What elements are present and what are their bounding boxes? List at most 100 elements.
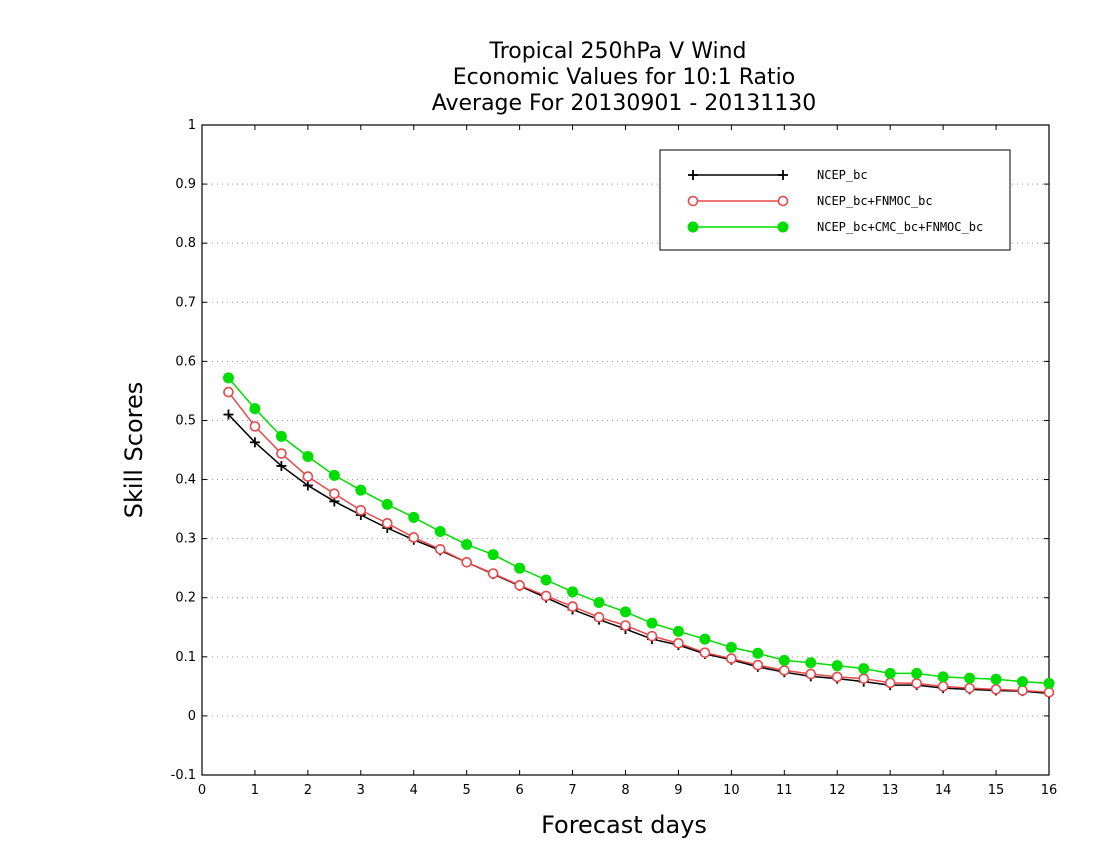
data-point xyxy=(275,430,287,442)
x-tick-label: 9 xyxy=(674,783,682,798)
series-lines xyxy=(222,372,1055,699)
data-point xyxy=(461,539,473,551)
legend-item: NCEP_bc+FNMOC_bc xyxy=(687,194,933,208)
data-point xyxy=(540,574,552,586)
x-tick-label: 4 xyxy=(410,783,418,798)
y-tick-label: 0.9 xyxy=(175,177,196,192)
data-point xyxy=(831,671,843,683)
data-point xyxy=(725,641,737,653)
data-point xyxy=(223,409,234,420)
y-tick-label: 0.6 xyxy=(175,354,196,369)
x-tick-label: 3 xyxy=(357,783,365,798)
x-tick-label: 0 xyxy=(198,783,206,798)
data-point xyxy=(964,672,976,684)
data-point xyxy=(937,671,949,683)
data-point xyxy=(223,386,234,398)
x-tick-label: 12 xyxy=(829,783,846,798)
data-point xyxy=(620,620,631,631)
y-axis-ticks: -0.1 0 0.1 0.2 0.3 0.4 0.5 0.6 0.7 0.8 0.9 1 xyxy=(171,118,1049,783)
data-point xyxy=(699,633,711,645)
y-tick-label: 0.5 xyxy=(175,413,196,428)
data-point xyxy=(567,601,578,612)
legend-marker xyxy=(687,221,699,233)
data-point xyxy=(514,580,525,591)
data-point xyxy=(487,549,499,561)
legend-marker xyxy=(687,195,699,207)
data-point xyxy=(540,590,552,602)
data-point xyxy=(302,451,314,462)
chart-title-line-2: Economic Values for 10:1 Ratio xyxy=(453,65,795,90)
data-point xyxy=(779,665,790,676)
x-tick-label: 11 xyxy=(776,783,793,798)
y-tick-label: 0.7 xyxy=(175,295,196,310)
data-point xyxy=(593,596,605,608)
data-point xyxy=(752,647,764,659)
data-point xyxy=(1043,677,1055,689)
x-axis-ticks: 0 1 2 3 4 5 6 7 8 9 10 11 12 13 14 15 16 xyxy=(198,125,1057,798)
y-tick-label: 0.8 xyxy=(175,236,196,251)
data-point xyxy=(328,469,340,481)
data-point xyxy=(461,556,472,568)
x-tick-label: 14 xyxy=(935,783,952,798)
data-point xyxy=(778,654,790,666)
x-tick-label: 1 xyxy=(251,783,259,798)
series-line xyxy=(227,377,1050,685)
legend-marker xyxy=(777,221,789,233)
y-tick-label: 1 xyxy=(188,118,196,133)
x-tick-label: 5 xyxy=(463,783,471,798)
series-line xyxy=(227,414,1050,695)
data-point xyxy=(937,681,949,692)
x-tick-label: 8 xyxy=(621,783,629,798)
legend-label: NCEP_bc+CMC_bc+FNMOC_bc xyxy=(817,220,983,234)
data-point xyxy=(884,677,896,689)
data-point xyxy=(249,403,261,415)
data-point xyxy=(222,372,234,384)
x-tick-label: 16 xyxy=(1041,783,1058,798)
data-point xyxy=(752,659,764,671)
data-point xyxy=(567,586,579,598)
data-point xyxy=(858,673,870,684)
data-point xyxy=(355,504,367,516)
data-point xyxy=(726,653,737,664)
data-point xyxy=(487,568,499,579)
data-point xyxy=(249,421,261,432)
y-tick-label: 0.1 xyxy=(175,650,196,665)
x-tick-label: 6 xyxy=(515,783,523,798)
y-tick-label: 0.4 xyxy=(175,473,196,488)
data-point xyxy=(831,660,843,672)
legend-item: NCEP_bc+CMC_bc+FNMOC_bc xyxy=(687,220,983,234)
y-tick-label: 0.2 xyxy=(175,591,196,606)
data-point xyxy=(276,448,287,459)
series-line xyxy=(227,391,1050,694)
y-tick-label: 0 xyxy=(188,709,196,724)
data-point xyxy=(381,517,393,529)
data-point xyxy=(699,647,711,658)
legend-label: NCEP_bc xyxy=(817,168,868,182)
legend-marker xyxy=(778,170,788,180)
data-point xyxy=(249,437,260,448)
data-point xyxy=(302,480,313,491)
data-point xyxy=(911,678,922,689)
data-point xyxy=(990,673,1002,685)
series-2 xyxy=(223,386,1055,698)
x-tick-label: 15 xyxy=(988,783,1005,798)
series-3 xyxy=(222,372,1055,689)
y-tick-label: 0.3 xyxy=(175,532,196,547)
data-point xyxy=(1017,685,1028,696)
legend-marker xyxy=(688,170,698,180)
chart-title: Tropical 250hPa V Wind Economic Values f… xyxy=(432,39,817,116)
y-tick-label: -0.1 xyxy=(171,768,196,783)
legend: NCEP_bc NCEP_bc+FNMOC_bc NCEP_bc+CMC_bc+FN… xyxy=(659,149,1011,251)
data-point xyxy=(514,562,526,574)
x-tick-label: 10 xyxy=(723,783,740,798)
data-point xyxy=(964,682,975,694)
series-1 xyxy=(223,409,1054,699)
data-point xyxy=(593,611,605,623)
y-axis-label: Skill Scores xyxy=(120,382,148,519)
data-point xyxy=(434,543,446,555)
data-point xyxy=(620,606,631,618)
data-point xyxy=(805,668,817,680)
data-point xyxy=(858,663,870,675)
x-tick-label: 13 xyxy=(882,783,899,798)
data-point xyxy=(355,484,367,496)
